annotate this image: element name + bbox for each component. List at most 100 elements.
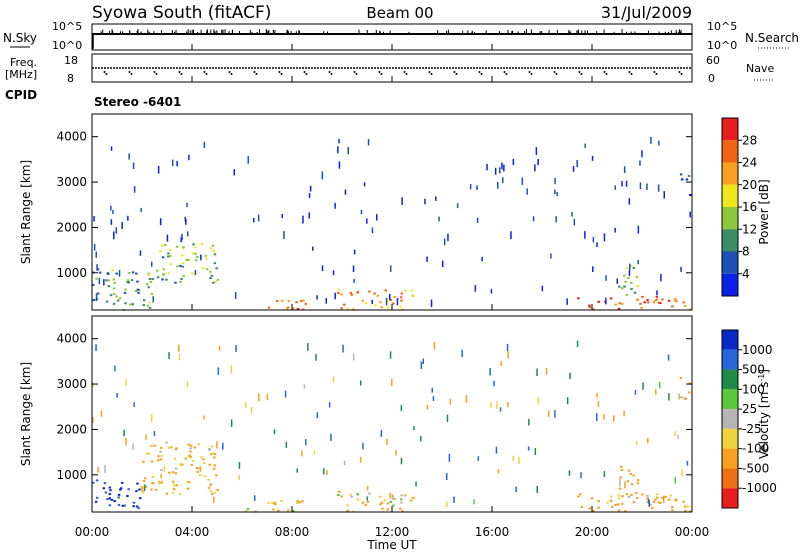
scatter-cell: [213, 262, 217, 265]
sparse-echo: [658, 140, 660, 146]
sparse-echo: [316, 412, 319, 419]
sparse-echo: [332, 270, 335, 276]
scatter-cell: [191, 459, 195, 462]
sparse-echo: [554, 410, 556, 418]
scatter-cell: [127, 488, 130, 491]
sparse-echo: [110, 219, 113, 225]
scatter-cell: [682, 500, 685, 503]
sparse-echo: [496, 401, 498, 409]
sparse-echo: [366, 496, 369, 501]
sparse-echo: [151, 261, 153, 267]
scatter-cell: [636, 497, 639, 499]
scatter-cell: [117, 503, 121, 506]
sparse-echo: [178, 344, 180, 352]
scatter-cell: [640, 306, 643, 309]
scatter-cell: [112, 293, 116, 296]
scatter-cell: [216, 489, 219, 491]
scatter-cell: [661, 298, 664, 301]
scatter-cell: [148, 301, 151, 304]
scatter-cell: [296, 502, 299, 505]
sparse-echo: [347, 147, 349, 155]
sparse-echo: [391, 378, 393, 387]
scatter-cell: [639, 302, 642, 305]
sparse-echo: [188, 154, 190, 161]
scatter-cell: [659, 302, 662, 305]
scatter-cell: [123, 291, 127, 294]
scatter-cell: [111, 268, 114, 271]
scatter-cell: [215, 267, 218, 270]
scatter-cell: [683, 505, 687, 508]
sparse-echo: [528, 418, 530, 426]
sparse-echo: [157, 165, 160, 174]
scatter-cell: [376, 294, 380, 297]
nave-dot: [378, 71, 381, 73]
scatter-cell: [209, 490, 213, 493]
scatter-cell: [682, 301, 685, 304]
nave-dot: [530, 73, 533, 75]
sparse-echo: [507, 402, 509, 408]
sparse-echo: [596, 413, 598, 422]
sparse-echo: [352, 265, 355, 273]
scatter-cell: [208, 463, 211, 466]
scatter-cell: [409, 499, 413, 502]
scatter-cell: [151, 277, 155, 280]
scatter-cell: [304, 302, 308, 305]
scatter-cell: [190, 463, 193, 466]
sparse-echo: [213, 496, 215, 503]
sparse-echo: [668, 393, 670, 401]
velocity-cbar-swatch: [722, 468, 738, 489]
sparse-echo: [618, 493, 620, 500]
scatter-cell: [404, 289, 407, 292]
nave-dot: [653, 71, 656, 73]
scatter-cell: [620, 502, 624, 505]
power-cbar-swatch: [722, 207, 738, 230]
sparse-echo: [555, 216, 557, 223]
scatter-cell: [110, 498, 114, 501]
scatter-cell: [148, 278, 152, 280]
velocity-panel: 1000 2000 3000 4000 Slant Range [km]: [19, 315, 693, 513]
scatter-cell: [400, 299, 403, 302]
sparse-echo: [133, 402, 135, 407]
scatter-cell: [295, 301, 298, 304]
sparse-echo: [655, 389, 657, 395]
nave-dot: [305, 73, 308, 75]
scatter-cell: [361, 299, 365, 302]
scatter-cell: [379, 503, 382, 506]
scatter-cell: [209, 277, 212, 280]
sparse-echo: [605, 297, 607, 305]
sparse-echo: [548, 410, 550, 417]
scatter-cell: [108, 497, 111, 500]
x-tick-label: 00:00: [675, 525, 710, 539]
scatter-cell: [92, 481, 95, 484]
sparse-echo: [123, 429, 125, 437]
sparse-echo: [443, 238, 446, 246]
sparse-echo: [584, 231, 586, 239]
scatter-cell: [267, 502, 270, 505]
velocity-cbar-swatch: [722, 330, 738, 350]
sparse-echo: [141, 485, 143, 493]
scatter-cell: [400, 292, 403, 295]
sparse-echo: [431, 387, 433, 393]
sparse-echo: [537, 158, 539, 166]
scatter-cell: [196, 470, 199, 473]
velocity-cbar-swatch: [722, 409, 738, 429]
sparse-echo: [371, 299, 373, 305]
x-tick-label: 04:00: [175, 525, 210, 539]
sparse-echo: [625, 180, 628, 187]
cpid-label: CPID: [5, 88, 37, 102]
sparse-echo: [510, 231, 512, 240]
nave-dot: [603, 71, 606, 73]
velocity-yticks: 1000 2000 3000 4000: [56, 332, 692, 482]
scatter-cell: [590, 497, 594, 500]
velocity-cbar-swatch: [722, 428, 738, 449]
sparse-echo: [103, 279, 105, 286]
scatter-cell: [98, 271, 102, 274]
nave-dot: [278, 71, 281, 73]
scatter-cell: [191, 272, 194, 275]
sparse-echo: [200, 254, 202, 261]
scatter-cell: [212, 281, 215, 284]
nave-dot: [580, 73, 583, 75]
scatter-cell: [588, 306, 591, 309]
scatter-cell: [174, 472, 178, 475]
scatter-cell: [647, 301, 650, 304]
